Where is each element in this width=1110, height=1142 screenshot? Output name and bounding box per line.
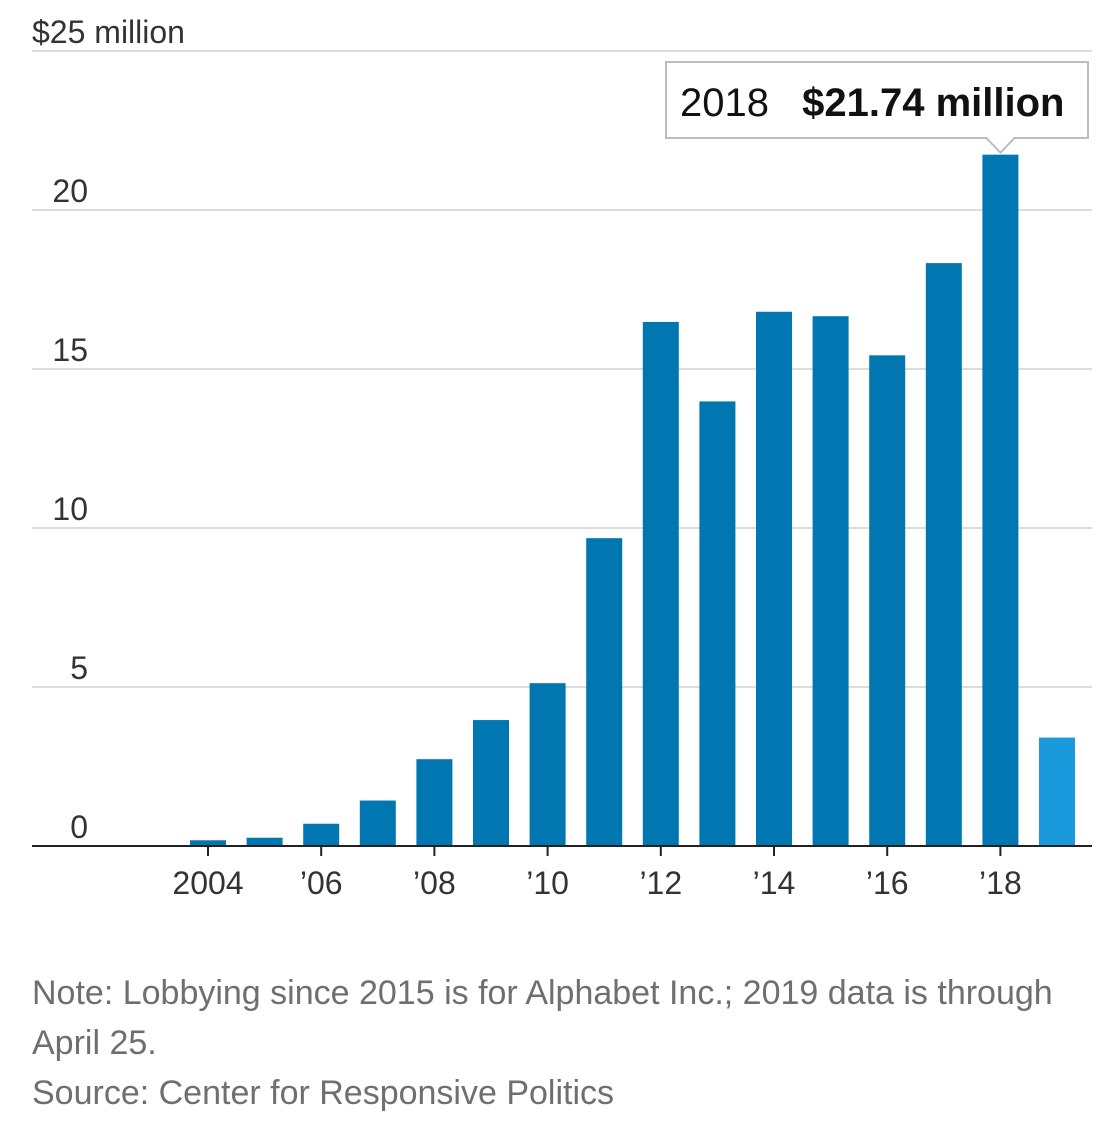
bar-2010 bbox=[529, 683, 566, 846]
y-tick-label: 0 bbox=[70, 809, 88, 845]
bar-2009 bbox=[473, 720, 509, 846]
tooltip-value: $21.74 million bbox=[802, 81, 1064, 125]
y-axis-tick-labels: 0 5 10 15 20 bbox=[52, 173, 88, 845]
x-tick-label: ’16 bbox=[866, 865, 909, 901]
note-text: Note: Lobbying since 2015 is for Alphabe… bbox=[32, 974, 1053, 1062]
bar-2005 bbox=[246, 837, 283, 846]
y-tick-label: 20 bbox=[52, 173, 88, 209]
chart-notes: Note: Lobbying since 2015 is for Alphabe… bbox=[32, 968, 1072, 1118]
bar-2014 bbox=[756, 311, 792, 846]
x-tick-label: ’18 bbox=[979, 865, 1022, 901]
x-tick-label: ’10 bbox=[526, 865, 569, 901]
bar-2011 bbox=[586, 538, 623, 846]
bars bbox=[190, 154, 1075, 847]
tooltip: 2018 $21.74 million bbox=[665, 61, 1089, 155]
y-tick-label: 10 bbox=[52, 491, 88, 527]
y-axis-top-label: $25 million bbox=[32, 14, 185, 50]
bar-2013 bbox=[699, 401, 736, 846]
bar-2018 bbox=[982, 154, 1019, 847]
tooltip-box bbox=[665, 61, 1089, 155]
tooltip-year: 2018 bbox=[680, 81, 769, 125]
y-tick-label: 5 bbox=[70, 650, 88, 686]
x-tick-label: 2004 bbox=[172, 865, 243, 901]
source-text: Source: Center for Responsive Politics bbox=[32, 1074, 615, 1112]
x-tick-label: ’12 bbox=[639, 865, 682, 901]
bar-2019 bbox=[1039, 737, 1075, 846]
x-tick-label: ’06 bbox=[300, 865, 343, 901]
x-tick-label: ’14 bbox=[753, 865, 796, 901]
bar-2007 bbox=[359, 800, 396, 846]
bar-2004 bbox=[190, 840, 226, 846]
tooltip-text: 2018 $21.74 million bbox=[680, 81, 1064, 125]
bar-chart: 0 5 10 15 20 $25 million 2004 ’06 ’08 ’10 ’12 ’14… bbox=[32, 14, 1092, 901]
bar-2012 bbox=[642, 321, 679, 846]
x-axis-ticks: 2004 ’06 ’08 ’10 ’12 ’14 ’16 ’18 bbox=[172, 846, 1022, 901]
bar-2015 bbox=[812, 316, 849, 846]
x-tick-label: ’08 bbox=[413, 865, 456, 901]
bar-2017 bbox=[925, 263, 962, 847]
bar-2006 bbox=[303, 823, 340, 846]
y-tick-label: 15 bbox=[52, 332, 88, 368]
gridlines bbox=[32, 50, 1092, 688]
bar-2016 bbox=[869, 355, 906, 846]
bar-2008 bbox=[416, 759, 453, 846]
